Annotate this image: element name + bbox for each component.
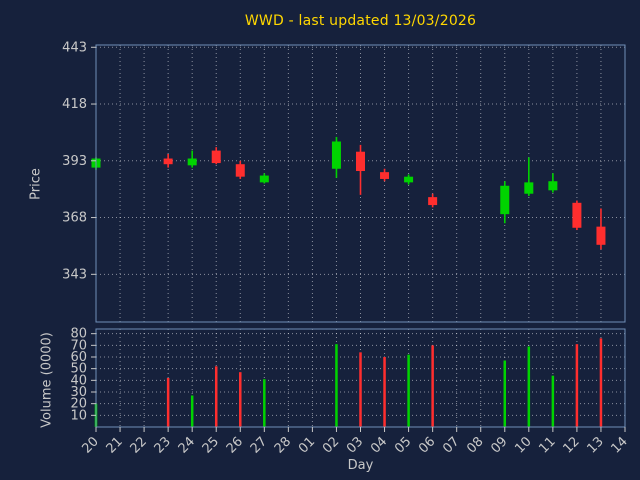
volume-tick-label: 10 bbox=[70, 408, 87, 423]
x-tick-label: 02 bbox=[320, 434, 342, 456]
x-tick-label: 04 bbox=[368, 434, 390, 456]
volume-tick-label: 50 bbox=[70, 362, 87, 377]
candle-body bbox=[548, 181, 558, 191]
candle-body bbox=[235, 164, 245, 177]
x-tick-label: 07 bbox=[440, 434, 462, 456]
candle-body bbox=[500, 185, 510, 215]
x-tick-label: 26 bbox=[224, 434, 246, 456]
x-tick-label: 03 bbox=[344, 434, 366, 456]
x-tick-label: 25 bbox=[200, 434, 222, 456]
candle-day-02 bbox=[331, 136, 341, 178]
volume-bar-day-24 bbox=[190, 395, 194, 427]
candle-body bbox=[211, 150, 221, 164]
volume-tick-label: 60 bbox=[70, 350, 87, 365]
candle-body bbox=[404, 176, 414, 183]
candle-day-13 bbox=[596, 208, 606, 250]
candle-body bbox=[428, 197, 438, 206]
x-axis-label: Day bbox=[347, 458, 374, 473]
x-tick-label: 13 bbox=[584, 434, 606, 456]
x-tick-label: 14 bbox=[609, 434, 631, 456]
candle-day-27 bbox=[259, 173, 269, 184]
x-tick-label: 24 bbox=[176, 434, 198, 456]
volume-bar-day-11 bbox=[551, 375, 555, 427]
volume-bar-day-03 bbox=[359, 352, 362, 427]
candle-body bbox=[524, 182, 534, 194]
volume-bar-day-04 bbox=[383, 357, 386, 427]
volume-tick-label: 30 bbox=[70, 385, 87, 400]
volume-tick-label: 70 bbox=[70, 338, 87, 353]
candle-day-26 bbox=[235, 160, 245, 179]
volume-bar-day-09 bbox=[503, 360, 507, 427]
candle-day-05 bbox=[404, 174, 414, 185]
candle-day-04 bbox=[380, 168, 390, 182]
x-tick-label: 12 bbox=[560, 434, 582, 456]
volume-bar-day-02 bbox=[335, 344, 338, 427]
volume-axis-label: Volume (0000) bbox=[39, 332, 55, 428]
volume-bar-day-27 bbox=[263, 379, 266, 427]
price-tick-label: 443 bbox=[62, 40, 87, 55]
x-tick-label: 20 bbox=[80, 434, 102, 456]
candle-day-12 bbox=[572, 200, 582, 231]
x-tick-label: 28 bbox=[272, 434, 294, 456]
price-panel-border bbox=[95, 44, 626, 323]
price-tick-label: 393 bbox=[62, 154, 87, 169]
x-tick-label: 11 bbox=[536, 434, 558, 456]
x-tick-label: 23 bbox=[152, 434, 174, 456]
price-tick-label: 418 bbox=[62, 97, 87, 112]
candle-body bbox=[380, 172, 390, 179]
volume-bar-day-06 bbox=[431, 345, 434, 427]
x-tick-label: 21 bbox=[104, 434, 126, 456]
x-tick-label: 05 bbox=[392, 434, 414, 456]
volume-bar-day-12 bbox=[575, 344, 579, 427]
x-tick-label: 10 bbox=[512, 434, 534, 456]
x-tick-label: 06 bbox=[416, 434, 438, 456]
candle-body bbox=[572, 202, 582, 228]
candle-body bbox=[259, 175, 269, 183]
candle-body bbox=[356, 151, 365, 172]
volume-tick-label: 80 bbox=[70, 327, 87, 342]
chart-title: WWD - last updated 13/03/2026 bbox=[244, 13, 477, 29]
x-tick-label: 01 bbox=[296, 434, 318, 456]
volume-bar-day-05 bbox=[407, 354, 410, 427]
x-tick-label: 22 bbox=[128, 434, 150, 456]
x-tick-label: 08 bbox=[464, 434, 486, 456]
candle-day-06 bbox=[428, 193, 438, 208]
x-tick-label: 27 bbox=[248, 434, 270, 456]
candle-day-23 bbox=[163, 153, 173, 168]
candle-day-09 bbox=[500, 181, 510, 224]
candle-body bbox=[163, 158, 173, 165]
volume-tick-label: 40 bbox=[70, 373, 87, 388]
price-tick-label: 343 bbox=[62, 267, 87, 282]
volume-bar-day-26 bbox=[239, 372, 242, 427]
volume-bar-day-10 bbox=[527, 346, 531, 427]
x-tick-label: 09 bbox=[488, 434, 510, 456]
candle-day-10 bbox=[524, 157, 534, 196]
candle-day-11 bbox=[548, 173, 558, 193]
volume-bar-day-23 bbox=[166, 378, 170, 427]
volume-bar-day-25 bbox=[214, 366, 218, 427]
candle-body bbox=[331, 141, 341, 169]
volume-tick-label: 20 bbox=[70, 397, 87, 412]
price-tick-label: 368 bbox=[62, 211, 87, 226]
price-axis-label: Price bbox=[28, 168, 44, 200]
volume-bar-day-13 bbox=[599, 338, 603, 427]
candle-body bbox=[596, 226, 606, 245]
candle-body bbox=[187, 158, 197, 166]
candle-day-03 bbox=[356, 144, 365, 195]
candle-day-24 bbox=[187, 150, 197, 168]
candle-day-25 bbox=[211, 147, 221, 165]
